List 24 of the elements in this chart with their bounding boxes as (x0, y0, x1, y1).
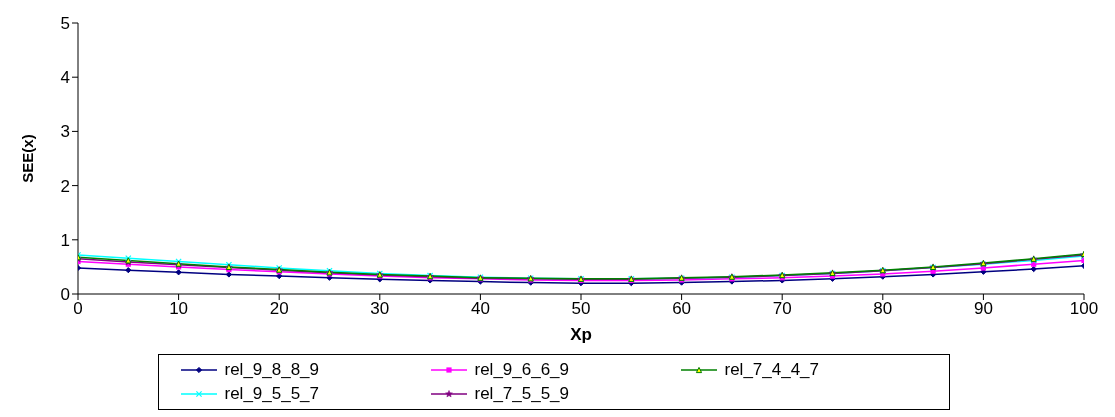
y-tick-label: 1 (60, 230, 70, 250)
x-tick-label: 30 (370, 299, 390, 319)
x-tick-label: 40 (470, 299, 490, 319)
x-tick-label: 100 (1069, 299, 1099, 319)
x-tick-label: 50 (571, 299, 591, 319)
x-tick-label: 20 (269, 299, 289, 319)
y-tick-label: 0 (60, 285, 70, 305)
x-tick-label: 60 (672, 299, 692, 319)
x-tick-label: 0 (73, 299, 83, 319)
legend-label: rel_9_5_5_7 (224, 384, 320, 404)
legend-label: rel_7_4_4_7 (724, 360, 820, 380)
x-tick-label: 10 (169, 299, 189, 319)
x-tick-label: 80 (873, 299, 893, 319)
x-tick-label: 90 (973, 299, 993, 319)
x-tick-label: 70 (772, 299, 792, 319)
y-tick-label: 2 (60, 176, 70, 196)
y-tick-label: 4 (60, 68, 70, 88)
y-tick-label: 3 (60, 122, 70, 142)
y-axis-title: SEE(x) (19, 134, 37, 183)
legend-label: rel_9_6_6_9 (474, 360, 570, 380)
y-tick-label: 5 (60, 14, 70, 34)
x-axis-title: Xp (570, 325, 592, 344)
legend-label: rel_7_5_5_9 (474, 384, 570, 404)
legend-label: rel_9_8_8_9 (224, 360, 320, 380)
